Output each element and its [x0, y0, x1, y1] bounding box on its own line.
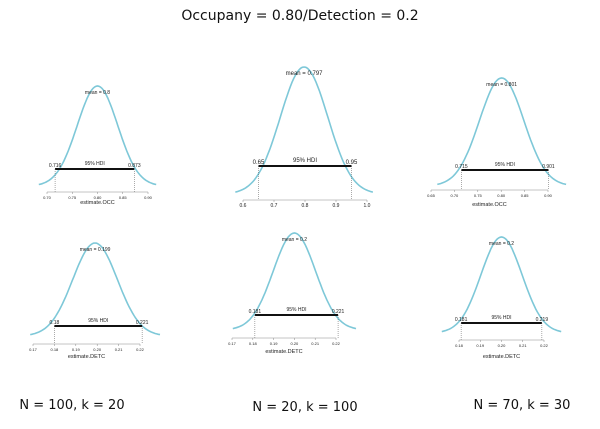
x-tick-label: 0.17 — [228, 341, 237, 346]
density-panel-2: 95% HDI 0.65 0.95 mean = 0.797 0.6 0.7 0.8 0.9 1… — [235, 66, 374, 209]
x-tick-label: 0.19 — [476, 343, 485, 348]
x-tick-label: 0.75 — [474, 193, 483, 198]
hdi-label: 95% HDI — [85, 161, 105, 167]
x-tick-label: 0.7 — [271, 203, 278, 209]
hdi-label: 95% HDI — [491, 315, 511, 321]
x-tick-label: 0.70 — [43, 195, 52, 200]
mean-label: mean = 0.8 — [85, 90, 110, 96]
mean-label: mean = 0.2 — [282, 237, 307, 243]
x-tick-label: 0.20 — [291, 341, 300, 346]
x-tick-label: 0.8 — [302, 203, 309, 209]
hdi-lower-label: 0.181 — [455, 317, 468, 323]
x-tick-label: 0.22 — [136, 347, 145, 352]
density-panel-4: 95% HDI 0.18 0.221 mean = 0.199 0.17 0.18 0.19… — [29, 242, 161, 360]
x-tick-label: 0.21 — [311, 341, 320, 346]
hdi-lower-label: 0.65 — [253, 160, 265, 166]
figure-title: Occupany = 0.80/Detection = 0.2 — [181, 8, 419, 24]
x-tick-label: 0.22 — [332, 341, 341, 346]
hdi-lower-label: 0.715 — [455, 164, 468, 170]
x-tick-label: 0.70 — [451, 193, 460, 198]
x-axis-label: estimate.DETC — [483, 354, 520, 360]
x-tick-label: 0.9 — [333, 203, 340, 209]
x-tick-label: 0.20 — [498, 343, 507, 348]
density-curve — [235, 66, 374, 193]
hdi-label: 95% HDI — [495, 162, 515, 168]
hdi-lower-label: 0.18 — [50, 320, 60, 326]
x-tick-label: 0.17 — [29, 347, 38, 352]
x-tick-label: 0.18 — [455, 343, 464, 348]
density-panel-5: 95% HDI 0.181 0.221 mean = 0.2 0.17 0.18 0.19 0… — [228, 232, 357, 355]
hdi-label: 95% HDI — [293, 158, 317, 164]
x-tick-label: 0.75 — [68, 195, 77, 200]
footer-label-3: N = 70, k = 30 — [473, 398, 571, 413]
hdi-upper-label: 0.95 — [346, 160, 358, 166]
hdi-lower-label: 0.181 — [249, 309, 262, 315]
x-tick-label: 0.85 — [119, 195, 128, 200]
mean-label: mean = 0.797 — [286, 71, 324, 77]
density-curve — [441, 236, 562, 333]
footer-label-1: N = 100, k = 20 — [19, 398, 125, 413]
x-axis-label: estimate.DETC — [68, 354, 105, 360]
mean-label: mean = 0.801 — [486, 82, 517, 88]
x-tick-label: 0.80 — [497, 193, 506, 198]
density-curve — [38, 85, 157, 186]
hdi-upper-label: 0.221 — [136, 320, 149, 326]
x-tick-label: 0.22 — [540, 343, 549, 348]
x-tick-label: 0.21 — [115, 347, 124, 352]
x-tick-label: 0.85 — [521, 193, 530, 198]
x-tick-label: 0.21 — [519, 343, 528, 348]
x-tick-label: 1.0 — [364, 203, 371, 209]
x-axis-label: estimate.DETC — [265, 349, 302, 355]
hdi-label: 95% HDI — [286, 307, 306, 313]
density-panel-3: 95% HDI 0.715 0.901 mean = 0.801 0.65 0.70 0.7… — [427, 77, 567, 208]
hdi-lower-label: 0.716 — [49, 163, 62, 169]
x-tick-label: 0.90 — [544, 193, 553, 198]
density-curve — [30, 242, 161, 336]
x-tick-label: 0.80 — [94, 195, 103, 200]
hdi-upper-label: 0.873 — [128, 163, 141, 169]
hdi-upper-label: 0.219 — [536, 317, 549, 323]
x-tick-label: 0.19 — [72, 347, 81, 352]
density-panel-1: 95% HDI 0.716 0.873 mean = 0.8 0.70 0.75 0.80 0… — [38, 85, 157, 206]
hdi-upper-label: 0.221 — [332, 309, 345, 315]
x-tick-label: 0.18 — [51, 347, 60, 352]
footer-label-2: N = 20, k = 100 — [252, 400, 358, 415]
x-tick-label: 0.90 — [144, 195, 153, 200]
mean-label: mean = 0.2 — [489, 241, 514, 247]
x-tick-label: 0.20 — [93, 347, 102, 352]
x-axis-label: estimate.OCC — [80, 200, 115, 206]
hdi-upper-label: 0.901 — [542, 164, 555, 170]
x-tick-label: 0.65 — [427, 193, 436, 198]
density-panel-6: 95% HDI 0.181 0.219 mean = 0.2 0.18 0.19 0.20 0… — [441, 236, 562, 360]
x-tick-label: 0.19 — [270, 341, 279, 346]
mean-label: mean = 0.199 — [80, 247, 111, 253]
hdi-label: 95% HDI — [88, 318, 108, 324]
x-axis-label: estimate.OCC — [472, 202, 507, 208]
x-tick-label: 0.6 — [240, 203, 247, 209]
x-tick-label: 0.18 — [249, 341, 258, 346]
